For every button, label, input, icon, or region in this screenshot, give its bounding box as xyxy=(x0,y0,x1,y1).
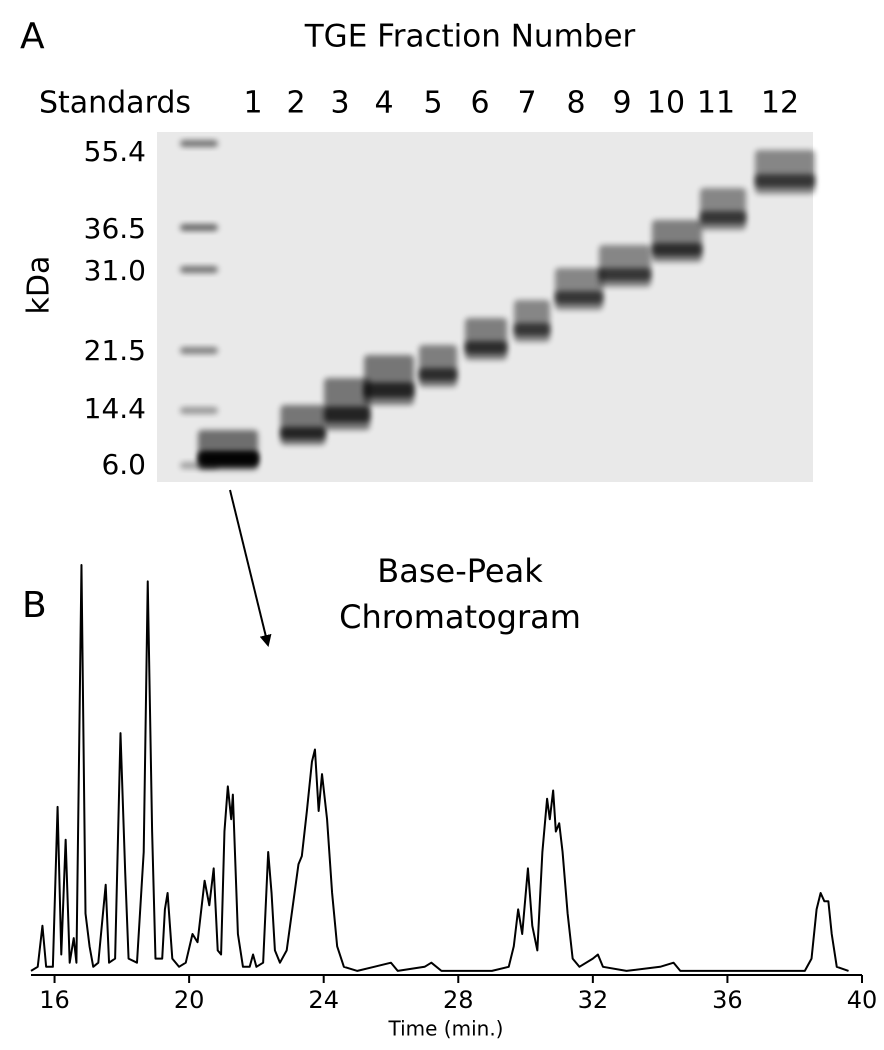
lane-label: 8 xyxy=(566,86,585,121)
lane-label: 4 xyxy=(374,86,393,121)
gel-axis-label: kDa xyxy=(22,256,57,315)
lane-label: 2 xyxy=(286,86,305,121)
gel-band xyxy=(755,174,815,188)
gel-band xyxy=(514,323,550,336)
lane-label: 6 xyxy=(470,86,489,121)
lane-label: 12 xyxy=(761,86,799,121)
lane-label: 11 xyxy=(697,86,735,121)
gel-band xyxy=(180,347,218,354)
gel xyxy=(157,132,813,482)
lane-label: 3 xyxy=(330,86,349,121)
chart-title: Base-Peak Chromatogram xyxy=(339,552,581,636)
lane-label: 10 xyxy=(647,86,685,121)
gel-bands xyxy=(180,140,815,470)
gel-band xyxy=(180,407,218,414)
x-tick-label: 24 xyxy=(308,986,339,1014)
marker-label: 21.5 xyxy=(84,334,146,367)
marker-label: 6.0 xyxy=(101,448,146,481)
marker-label: 14.4 xyxy=(84,392,146,425)
x-axis-label: Time (min.) xyxy=(388,1017,504,1041)
x-tick-label: 32 xyxy=(578,986,609,1014)
lane-label: 1 xyxy=(243,86,262,121)
gel-band xyxy=(465,341,507,354)
gel-band xyxy=(200,452,258,466)
gel-band xyxy=(652,243,702,256)
gel-band xyxy=(280,427,326,439)
gel-title: TGE Fraction Number xyxy=(304,19,636,55)
marker-label: 31.0 xyxy=(84,254,146,287)
gel-band xyxy=(599,268,651,281)
x-tick-label: 20 xyxy=(174,986,205,1014)
gel-band xyxy=(324,406,370,423)
lane-label: 9 xyxy=(612,86,631,121)
lane-label: 5 xyxy=(423,86,442,121)
lane-label: Standards xyxy=(39,86,191,121)
x-tick-label: 16 xyxy=(39,986,70,1014)
gel-band xyxy=(700,211,746,224)
panel-label: B xyxy=(22,585,47,626)
gel-band xyxy=(180,224,218,231)
gel-band xyxy=(419,368,457,381)
marker-label: 55.4 xyxy=(84,135,146,168)
gel-band xyxy=(364,382,414,398)
x-tick-label: 28 xyxy=(443,986,474,1014)
marker-label: 36.5 xyxy=(84,212,146,245)
x-tick-label: 40 xyxy=(847,986,878,1014)
gel-band xyxy=(555,291,603,304)
chromatogram-line xyxy=(30,564,849,972)
x-tick-label: 36 xyxy=(712,986,743,1014)
gel-band xyxy=(180,266,218,273)
panel-label: A xyxy=(20,16,45,57)
gel-band xyxy=(180,140,218,147)
arrow xyxy=(229,489,272,647)
lane-label: 7 xyxy=(517,86,536,121)
